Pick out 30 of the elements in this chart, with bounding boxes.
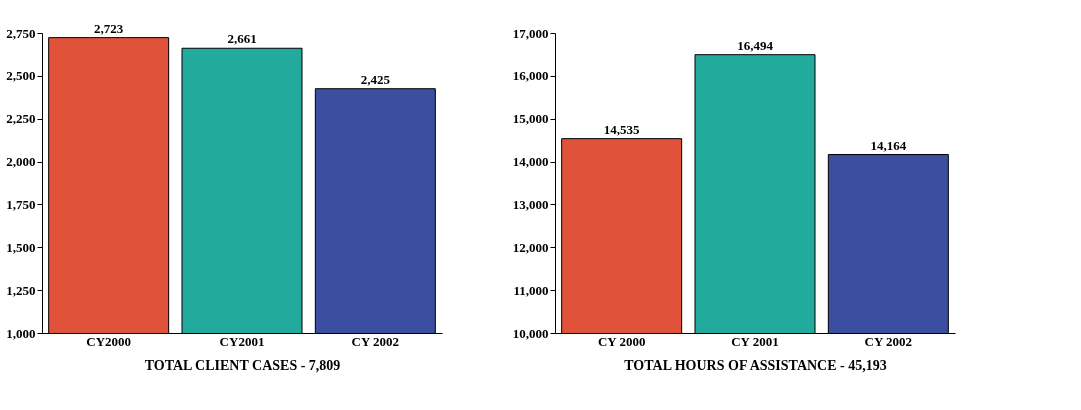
x-tick-label: CY2001 — [219, 333, 265, 349]
data-label: 14,164 — [870, 137, 907, 153]
x-tick-label: CY 2001 — [731, 333, 779, 349]
y-tick-label: 11,000 — [513, 282, 549, 298]
y-tick-label: 13,000 — [512, 196, 549, 212]
data-label: 2,661 — [227, 31, 257, 47]
y-tick-label: 15,000 — [512, 111, 549, 127]
y-tick-label: 12,000 — [512, 239, 549, 255]
data-label: 2,425 — [360, 71, 391, 87]
x-tick-label: CY 2002 — [351, 333, 400, 349]
y-tick-label: 1,250 — [6, 282, 36, 298]
x-tick-label: CY 2000 — [597, 333, 646, 349]
data-label: 16,494 — [737, 37, 774, 53]
data-label: 2,723 — [94, 20, 124, 36]
y-tick-label: 2,000 — [6, 154, 36, 170]
y-tick-label: 1,000 — [6, 325, 36, 341]
y-tick-label: 2,750 — [6, 25, 36, 41]
y-tick-label: 1,500 — [6, 239, 36, 255]
data-label: 14,535 — [603, 121, 641, 137]
y-tick-label: 14,000 — [512, 154, 549, 170]
x-axis-title: TOTAL HOURS OF ASSISTANCE - 45,193 — [624, 357, 887, 373]
y-tick-label: 1,750 — [6, 196, 36, 212]
x-tick-label: CY 2002 — [864, 333, 913, 349]
x-tick-label: CY2000 — [86, 333, 132, 349]
x-axis-title: TOTAL CLIENT CASES - 7,809 — [144, 357, 341, 373]
y-tick-label: 2,500 — [6, 68, 36, 84]
y-tick-label: 2,250 — [6, 111, 36, 127]
y-tick-label: 16,000 — [512, 68, 549, 84]
y-tick-label: 10,000 — [512, 325, 549, 341]
y-tick-label: 17,000 — [512, 25, 549, 41]
